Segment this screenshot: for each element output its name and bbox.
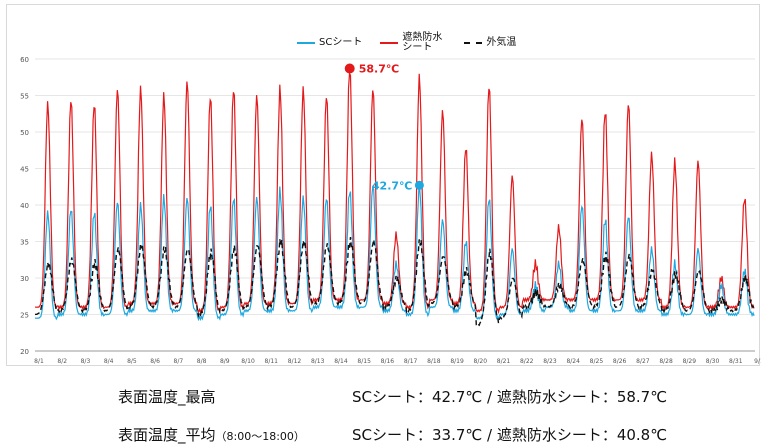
x-tick-label-8/27: 8/27: [636, 358, 650, 365]
legend-label-sc: SCシート: [319, 37, 363, 48]
x-tick-label-8/4: 8/4: [104, 358, 114, 365]
x-tick-label-8/1: 8/1: [34, 358, 44, 365]
sc-max-marker: [414, 180, 424, 190]
series-line-red: [34, 71, 755, 315]
x-tick-label-8/20: 8/20: [474, 358, 488, 365]
x-tick-label-8/7: 8/7: [174, 358, 184, 365]
x-tick-label-9/1: 9/1: [754, 358, 761, 365]
x-tick-label-8/22: 8/22: [520, 358, 534, 365]
legend: SCシート 遮熱防水 シート 外気温: [297, 33, 534, 53]
x-tick-label-8/26: 8/26: [613, 358, 627, 365]
series-line-sc: [35, 181, 755, 322]
x-tick-label-8/13: 8/13: [311, 358, 325, 365]
x-tick-label-8/28: 8/28: [659, 358, 673, 365]
x-tick-label-8/31: 8/31: [729, 358, 743, 365]
legend-label-red: 遮熱防水 シート: [402, 32, 443, 53]
line-chart: 20 25 30 35 40 45 50 55 60 8/1 8/2 8/3 8/4 8/5 8/6 8/7…: [20, 56, 761, 365]
summary-max-value: SCシート：42.7℃ / 遮熱防水シート：58.7℃: [352, 388, 668, 406]
x-tick-label-8/11: 8/11: [265, 358, 279, 365]
summary-avg-label: 表面温度_平均: [118, 426, 216, 444]
y-tick-label-30: 30: [20, 275, 29, 283]
legend-label-air: 外気温: [486, 37, 517, 48]
legend-swatch-red: [380, 42, 399, 44]
gridlines: [35, 58, 755, 352]
x-tick-label-8/23: 8/23: [543, 358, 557, 365]
x-tick-label-8/16: 8/16: [381, 358, 395, 365]
x-tick-label-8/5: 8/5: [127, 358, 137, 365]
legend-item-sc: SCシート: [297, 38, 362, 48]
x-tick-label-8/21: 8/21: [497, 358, 511, 365]
x-axis-ticks: 8/1 8/2 8/3 8/4 8/5 8/6 8/7 8/8 8/9 8/10 8/11 8/12 8…: [34, 358, 761, 365]
series-line-air: [34, 237, 755, 328]
y-tick-label-35: 35: [20, 239, 29, 247]
y-tick-label-55: 55: [20, 93, 29, 101]
annotations: 58.7℃ 42.7℃: [344, 62, 424, 192]
x-tick-label-8/30: 8/30: [706, 358, 720, 365]
x-tick-label-8/24: 8/24: [566, 358, 580, 365]
y-tick-label-45: 45: [20, 166, 29, 174]
x-tick-label-8/6: 8/6: [150, 358, 160, 365]
x-tick-label-8/17: 8/17: [404, 358, 418, 365]
y-tick-label-50: 50: [20, 129, 29, 137]
legend-swatch-sc: [297, 42, 315, 44]
series-lines: [34, 71, 755, 328]
summary-avg-note: （8:00～18:00）: [215, 430, 305, 443]
y-tick-label-20: 20: [20, 348, 29, 356]
y-axis-ticks: 20 25 30 35 40 45 50 55 60: [20, 56, 29, 356]
x-tick-label-8/10: 8/10: [241, 358, 255, 365]
summary-max-label: 表面温度_最高: [118, 388, 216, 406]
chart-area: 20 25 30 35 40 45 50 55 60 8/1 8/2 8/3 8/4 8/5 8/6 8/7…: [6, 4, 761, 366]
x-tick-label-8/29: 8/29: [683, 358, 697, 365]
x-tick-label-8/2: 8/2: [57, 358, 67, 365]
summary-avg-value: SCシート：33.7℃ / 遮熱防水シート：40.8℃: [352, 426, 668, 444]
x-tick-label-8/19: 8/19: [450, 358, 464, 365]
red-max-label: 58.7℃: [359, 62, 399, 75]
x-tick-label-8/15: 8/15: [357, 358, 371, 365]
x-tick-label-8/9: 8/9: [220, 358, 230, 365]
x-tick-label-8/18: 8/18: [427, 358, 441, 365]
y-tick-label-25: 25: [20, 312, 29, 320]
summary-avg-label-wrap: 表面温度_平均（8:00～18:00）: [118, 424, 305, 445]
red-max-marker: [344, 63, 355, 74]
y-tick-label-40: 40: [20, 202, 29, 210]
legend-item-air: 外気温: [464, 38, 516, 48]
x-tick-label-8/14: 8/14: [334, 358, 348, 365]
y-tick-label-60: 60: [20, 56, 29, 64]
legend-swatch-air: [464, 42, 483, 44]
x-tick-label-8/8: 8/8: [197, 358, 207, 365]
sc-max-label: 42.7℃: [372, 179, 412, 192]
x-tick-label-8/3: 8/3: [81, 358, 91, 365]
x-tick-label-8/25: 8/25: [590, 358, 604, 365]
x-tick-label-8/12: 8/12: [288, 358, 302, 365]
legend-item-red: 遮熱防水 シート: [380, 33, 446, 53]
